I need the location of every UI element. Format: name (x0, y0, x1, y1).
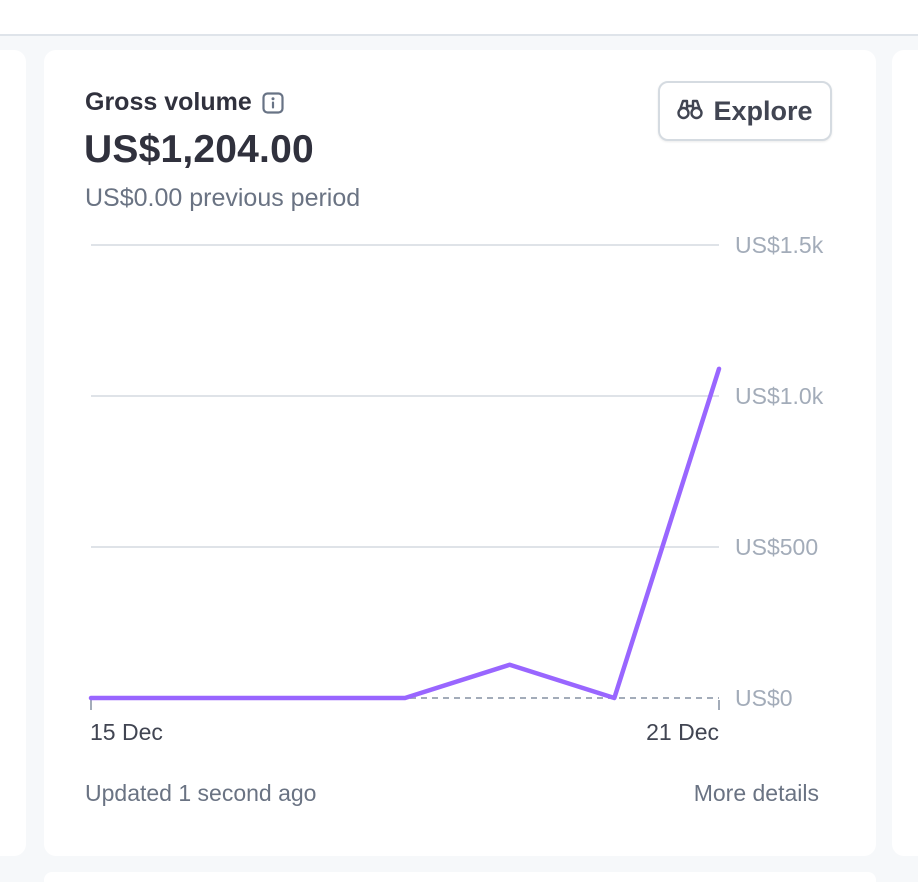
explore-button[interactable]: Explore (658, 81, 832, 141)
card-title: Gross volume (85, 88, 284, 117)
y-tick-label: US$1.0k (735, 383, 824, 409)
y-tick-label: US$0 (735, 685, 793, 711)
info-icon[interactable] (262, 92, 284, 114)
top-bar (0, 0, 918, 36)
explore-button-label: Explore (713, 96, 812, 127)
series-line (91, 369, 719, 698)
updated-status: Updated 1 second ago (85, 780, 316, 807)
gross-volume-amount: US$1,204.00 (84, 128, 314, 172)
gross-volume-chart: US$0 US$500 US$1.0k US$1.5k 15 Dec 21 Dec (44, 220, 876, 760)
previous-period-amount: US$0.00 previous period (85, 184, 360, 213)
x-tick-label: 15 Dec (90, 719, 163, 745)
more-details-link[interactable]: More details (694, 780, 819, 807)
gross-volume-card: Gross volume US$1,204.00 US$0.00 previou… (44, 50, 876, 856)
adjacent-card-left (0, 50, 26, 856)
binoculars-icon (677, 96, 703, 127)
adjacent-card-bottom (44, 872, 876, 882)
x-tick-label: 21 Dec (646, 719, 719, 745)
card-title-text: Gross volume (85, 88, 252, 117)
y-tick-label: US$1.5k (735, 232, 824, 258)
adjacent-card-right (892, 50, 918, 856)
y-tick-label: US$500 (735, 534, 818, 560)
